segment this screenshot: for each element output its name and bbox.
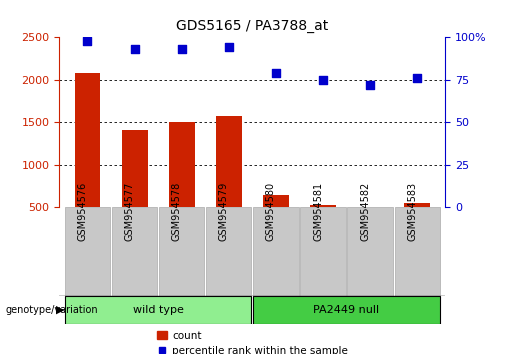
Bar (75, 73, 100, 207)
Bar (253, 296, 440, 324)
Text: GSM954582: GSM954582 (360, 182, 370, 241)
Bar (348, 207, 393, 296)
Bar (216, 116, 242, 207)
Point (225, 45, 233, 50)
Text: GSM954581: GSM954581 (313, 182, 323, 241)
Point (272, 70, 280, 76)
Bar (206, 207, 251, 296)
Bar (253, 207, 299, 296)
Bar (65, 296, 251, 324)
Point (413, 75, 421, 81)
Point (178, 46, 186, 52)
Point (83, 38, 92, 44)
Title: GDS5165 / PA3788_at: GDS5165 / PA3788_at (176, 19, 329, 33)
Text: GSM954578: GSM954578 (171, 182, 182, 241)
Point (319, 77, 327, 82)
Text: wild type: wild type (133, 305, 183, 315)
Bar (159, 207, 204, 296)
Bar (65, 207, 110, 296)
Text: GSM954583: GSM954583 (407, 182, 417, 241)
Text: PA2449 null: PA2449 null (314, 305, 380, 315)
Bar (404, 203, 430, 207)
Point (130, 46, 139, 52)
Bar (169, 122, 195, 207)
Bar (357, 207, 383, 208)
Bar (310, 205, 336, 207)
Bar (300, 207, 346, 296)
Legend: count, percentile rank within the sample: count, percentile rank within the sample (157, 331, 348, 354)
Bar (122, 130, 147, 207)
Bar (394, 207, 440, 296)
Text: GSM954580: GSM954580 (266, 182, 276, 241)
Point (366, 82, 374, 87)
Bar (112, 207, 157, 296)
Text: genotype/variation: genotype/variation (5, 305, 98, 315)
Text: GSM954579: GSM954579 (219, 182, 229, 241)
Text: ▶: ▶ (56, 305, 64, 315)
Bar (263, 195, 289, 207)
Text: GSM954576: GSM954576 (77, 182, 88, 241)
Text: GSM954577: GSM954577 (125, 182, 134, 241)
